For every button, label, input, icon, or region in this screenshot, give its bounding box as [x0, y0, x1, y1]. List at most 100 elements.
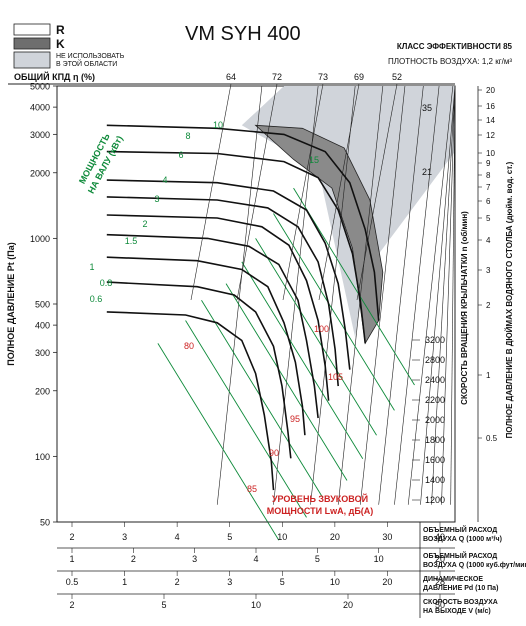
rpm-axis-label: СКОРОСТЬ ВРАЩЕНИЯ КРЫЛЬЧАТКИ n (об/мин)	[460, 211, 469, 405]
x-scale-tick-label: 20	[435, 554, 445, 564]
fan-curve-2200	[106, 196, 339, 387]
system-line	[420, 85, 456, 505]
rpm-label: 1600	[425, 455, 445, 465]
x-scale-label-1: ОБЪЕМНЫЙ РАСХОД	[423, 525, 497, 534]
power-value: 10	[213, 120, 223, 130]
y-tick-label: 4000	[30, 103, 50, 113]
sound-label-1: УРОВЕНЬ ЗВУКОВОЙ	[272, 493, 368, 504]
inwg-tick-label: 6	[486, 197, 491, 206]
x-scale-tick-label: 0.5	[66, 577, 79, 587]
inwg-tick-label: 8	[486, 171, 491, 180]
power-value: 2	[142, 219, 147, 229]
power-value: 0.6	[90, 294, 103, 304]
y-tick-label: 2000	[30, 168, 50, 178]
y-tick-label: 50	[40, 518, 50, 528]
power-line	[241, 261, 364, 460]
efficiency-tick: 73	[318, 72, 328, 82]
x-scale-label-1: ДИНАМИЧЕСКОЕ	[423, 576, 483, 583]
efficiency-line	[318, 83, 360, 301]
power-value: 8	[185, 131, 190, 141]
legend: R K НЕ ИСПОЛЬЗОВАТЬ В ЭТОЙ ОБЛАСТИ	[13, 23, 125, 69]
rpm-label: 1800	[425, 435, 445, 445]
rpm-label: 1200	[425, 495, 445, 505]
power-value: 0.8	[100, 278, 113, 288]
x-scale-tick-label: 4	[253, 554, 258, 564]
x-scale-tick-label: 3	[192, 554, 197, 564]
x-scale-tick-label: 5	[161, 600, 166, 610]
x-scale-tick-label: 20	[330, 532, 340, 542]
sound-value: 85	[247, 484, 257, 494]
x-scale-tick-label: 2	[175, 577, 180, 587]
inwg-tick-label: 20	[486, 86, 495, 95]
y-tick-label: 200	[35, 386, 50, 396]
power-value: 1	[89, 262, 94, 272]
inwg-tick-label: 2	[486, 301, 491, 310]
plot-layer: 5000 4000 3000 2000 1000 500 400 300 200 100 50 ПОЛ…	[6, 72, 526, 618]
system-line	[378, 85, 424, 505]
x-scale-tick-label: 40	[435, 532, 445, 542]
x-scale-tick-label: 28	[435, 577, 445, 587]
x-scale-tick-label: 3	[227, 577, 232, 587]
y-tick-label: 100	[35, 452, 50, 462]
x-scale-tick-label: 10	[330, 577, 340, 587]
system-line	[450, 85, 456, 505]
x-scale-label-1: ОБЪЕМНЫЙ РАСХОД	[423, 551, 497, 560]
inwg-tick-label: 4	[486, 236, 491, 245]
x-scale-tick-label: 20	[343, 600, 353, 610]
rpm-label: 2400	[425, 375, 445, 385]
x-scale-label-2: ВОЗДУХА Q (1000 куб.фут/мин)	[423, 561, 526, 569]
x-scale-tick-label: 2	[69, 532, 74, 542]
y-axis-label: ПОЛНОЕ ДАВЛЕНИЕ Pt (Па)	[6, 242, 16, 366]
inwg-tick-label: 9	[486, 159, 491, 168]
sound-value: 90	[269, 448, 279, 458]
inwg-tick-label: 5	[486, 214, 491, 223]
x-scale-tick-label: 10	[277, 532, 287, 542]
y-tick-label: 3000	[30, 130, 50, 140]
inwg-tick-label: 0.5	[486, 434, 498, 443]
y-tick-label: 5000	[30, 82, 50, 92]
x-scale-tick-label: 2	[131, 554, 136, 564]
y-tick-label: 500	[35, 300, 50, 310]
y-tick-label: 1000	[30, 234, 50, 244]
x-scale-label-2: НА ВЫХОДЕ V (м/с)	[423, 608, 491, 615]
power-mid-15: 15	[309, 155, 319, 165]
chart-title: VM SYH 400	[185, 23, 301, 45]
sound-value: 95	[290, 414, 300, 424]
power-line	[293, 187, 415, 386]
power-value: 6	[178, 150, 183, 160]
x-scale-tick-label: 4	[175, 532, 180, 542]
system-line	[216, 85, 263, 505]
x-scale-tick-label: 5	[227, 532, 232, 542]
system-line	[394, 85, 440, 505]
efficiency-line	[356, 83, 398, 301]
x-scale-tick-label: 50	[435, 600, 445, 610]
sound-value: 100	[314, 324, 329, 334]
fan-curve-2400	[106, 179, 351, 370]
y-tick-label: 400	[35, 321, 50, 331]
efficiency-class: КЛАСС ЭФФЕКТИВНОСТИ 85	[397, 42, 513, 51]
system-line	[431, 85, 456, 505]
air-density: ПЛОТНОСТЬ ВОЗДУХА: 1,2 кг/м³	[388, 57, 512, 66]
fan-curve-1600	[106, 256, 306, 436]
fan-curve-1400	[106, 281, 292, 459]
x-scale-tick-label: 5	[280, 577, 285, 587]
x-scale-tick-label: 3	[122, 532, 127, 542]
efficiency-line	[282, 83, 324, 301]
efficiency-tick: 69	[354, 72, 364, 82]
efficiency-line	[236, 83, 278, 301]
inwg-tick-label: 12	[486, 131, 495, 140]
rpm-label: 2200	[425, 395, 445, 405]
fan-curve-2800	[106, 150, 366, 344]
sound-value: 105	[328, 372, 343, 382]
inwg-tick-label: 7	[486, 183, 491, 192]
rpm-label: 2000	[425, 415, 445, 425]
inwg-tick-label: 1	[486, 371, 491, 380]
x-scale-tick-label: 1	[69, 554, 74, 564]
x-scale-tick-label: 20	[382, 577, 392, 587]
legend-label-r: R	[56, 23, 65, 37]
power-value: 4	[162, 175, 167, 185]
x-scale-tick-label: 10	[374, 554, 384, 564]
power-value: 1.5	[125, 236, 138, 246]
fan-curve-2000	[106, 214, 330, 401]
